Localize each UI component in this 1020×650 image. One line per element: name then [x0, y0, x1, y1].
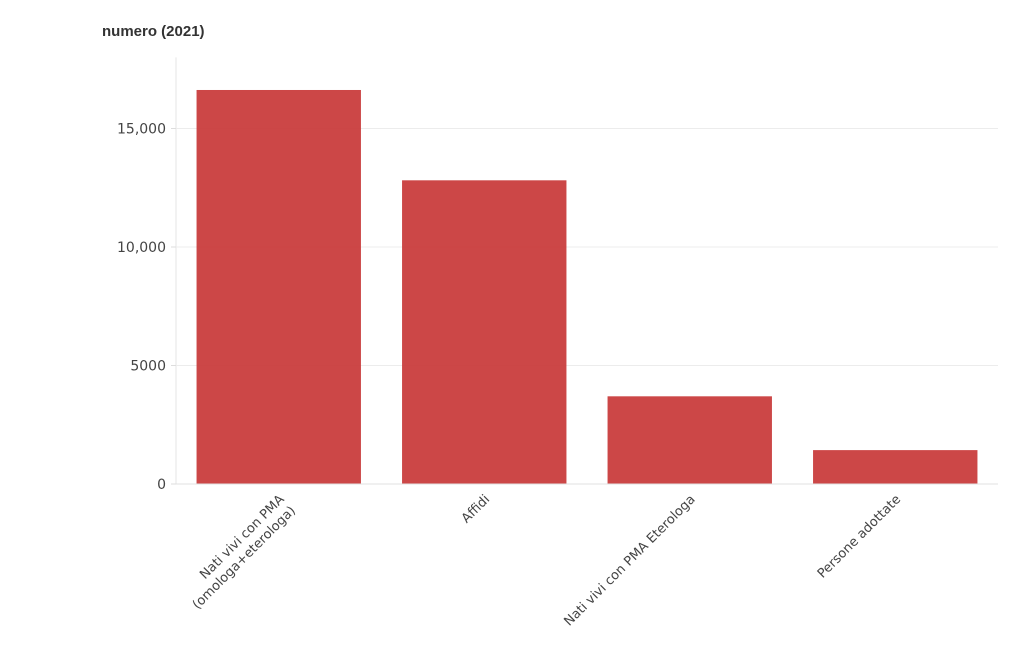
y-tick-label: 10,000 [117, 240, 166, 256]
x-tick-label: Nati vivi con PMA Eterologa [561, 492, 698, 629]
bar [196, 89, 361, 485]
y-tick-label: 0 [157, 477, 166, 493]
y-tick-label: 5000 [130, 359, 166, 375]
bar [813, 450, 978, 484]
x-tick-label: Persone adottate [815, 492, 904, 581]
x-tick-label: Affidi [459, 492, 493, 526]
bar [402, 180, 567, 484]
x-tick-label-line: (omologa+eterologa) [190, 504, 299, 613]
chart-title: numero (2021) [102, 23, 205, 40]
y-tick-label: 15,000 [117, 122, 166, 138]
bar [607, 396, 772, 484]
x-tick-label-line: Affidi [459, 492, 493, 526]
x-tick-label-line: Persone adottate [815, 492, 904, 581]
x-tick-label-line: Nati vivi con PMA Eterologa [561, 492, 698, 629]
x-tick-label: Nati vivi con PMA(omologa+eterologa) [178, 492, 298, 612]
